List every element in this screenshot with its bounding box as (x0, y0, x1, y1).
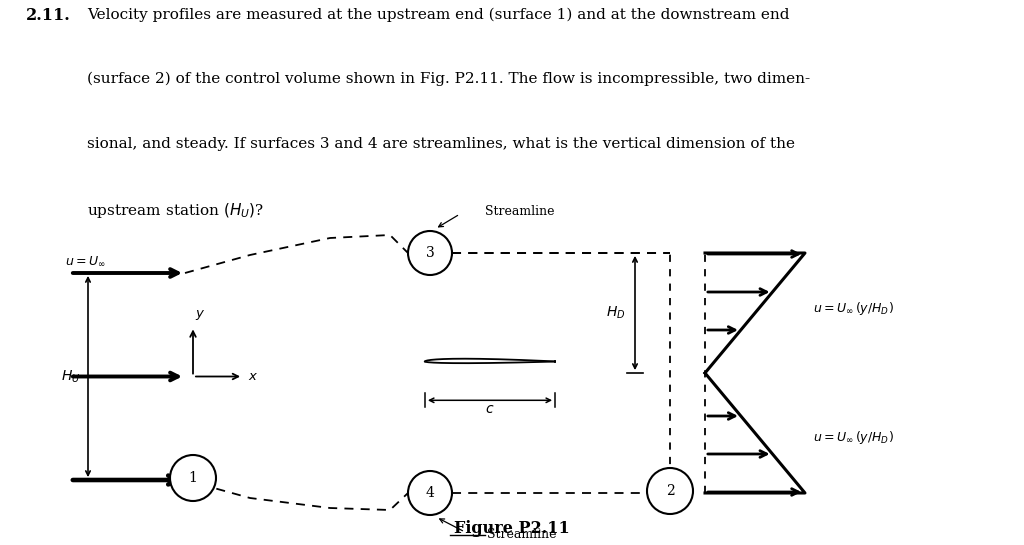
Text: upstream station $(H_U)$?: upstream station $(H_U)$? (87, 202, 264, 220)
Text: sional, and steady. If surfaces 3 and 4 are streamlines, what is the vertical di: sional, and steady. If surfaces 3 and 4 … (87, 137, 795, 150)
Text: (surface 2) of the control volume shown in Fig. P2.11. The flow is incompressibl: (surface 2) of the control volume shown … (87, 72, 810, 86)
Text: $y$: $y$ (195, 307, 206, 322)
Text: 4: 4 (426, 486, 434, 500)
Text: $H_D$: $H_D$ (605, 305, 625, 321)
Text: Streamline: Streamline (485, 204, 555, 217)
Text: 2: 2 (666, 484, 675, 498)
Text: Figure P2.11: Figure P2.11 (454, 520, 570, 537)
Text: 3: 3 (426, 246, 434, 260)
Text: $H_U$: $H_U$ (60, 368, 80, 385)
Text: 1: 1 (188, 471, 198, 485)
Circle shape (170, 455, 216, 501)
Text: $u = U_\infty\,(y/H_D)$: $u = U_\infty\,(y/H_D)$ (813, 429, 894, 446)
Text: $u = U_\infty\,(y/H_D)$: $u = U_\infty\,(y/H_D)$ (813, 300, 894, 317)
Text: $x$: $x$ (248, 370, 258, 383)
Circle shape (647, 468, 693, 514)
Text: Streamline: Streamline (487, 529, 556, 542)
Circle shape (408, 471, 452, 515)
Text: $c$: $c$ (485, 402, 495, 416)
Circle shape (408, 231, 452, 275)
Text: Velocity profiles are measured at the upstream end (surface 1) and at the downst: Velocity profiles are measured at the up… (87, 7, 790, 22)
Text: $u = U_\infty$: $u = U_\infty$ (65, 255, 105, 268)
Text: 2.11.: 2.11. (26, 7, 71, 24)
